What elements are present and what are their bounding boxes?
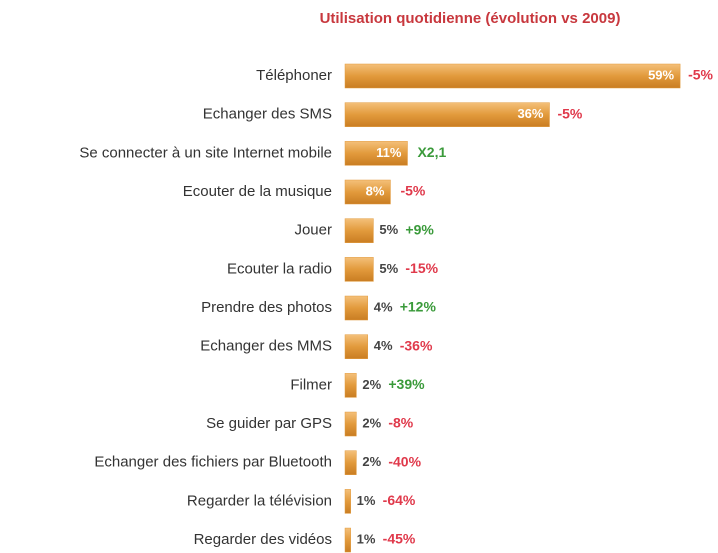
bar (344, 102, 550, 127)
annotation: +9% (405, 221, 434, 237)
annotation: -15% (405, 260, 438, 276)
category-label: Téléphoner (256, 67, 332, 84)
value-label: 2% (362, 377, 381, 392)
value-label: 2% (362, 415, 381, 430)
category-label: Echanger des fichiers par Bluetooth (94, 454, 332, 471)
value-label: 1% (357, 531, 376, 546)
annotation: -8% (388, 415, 413, 431)
value-label: 4% (374, 299, 393, 314)
bar (344, 63, 681, 89)
category-label: Regarder la télévision (187, 492, 332, 509)
bar (344, 218, 374, 243)
annotation: -45% (383, 531, 416, 547)
value-label: 59% (648, 67, 674, 82)
annotation: -5% (400, 183, 425, 199)
category-label: Se connecter à un site Internet mobile (79, 144, 332, 161)
value-label: 5% (379, 261, 398, 276)
bar (344, 450, 357, 475)
bar (344, 257, 374, 282)
category-label: Ecouter la radio (227, 260, 332, 277)
bar (344, 411, 357, 437)
chart-title: Utilisation quotidienne (évolution vs 20… (320, 10, 621, 27)
category-label: Echanger des SMS (203, 106, 332, 123)
value-label: 1% (357, 493, 376, 508)
category-label: Echanger des MMS (200, 338, 332, 355)
bar (344, 373, 357, 398)
annotation: -40% (388, 453, 421, 469)
annotation: +39% (388, 376, 425, 392)
bar (344, 334, 368, 359)
value-label: 2% (362, 454, 381, 469)
category-label: Se guider par GPS (206, 415, 332, 432)
bar (344, 527, 351, 553)
category-label: Prendre des photos (201, 299, 332, 316)
value-label: 8% (366, 183, 385, 198)
category-label: Filmer (290, 376, 332, 393)
annotation: X2,1 (417, 144, 446, 160)
annotation: +12% (400, 299, 437, 315)
category-label: Regarder des vidéos (194, 531, 332, 548)
annotation: -64% (383, 492, 416, 508)
category-label: Ecouter de la musique (183, 183, 332, 200)
annotation: -5% (557, 105, 582, 121)
annotation: -36% (400, 337, 433, 353)
value-label: 11% (376, 145, 402, 160)
bar (344, 141, 408, 166)
bar (344, 179, 391, 205)
value-label: 36% (517, 106, 543, 121)
bar (344, 295, 368, 321)
category-label: Jouer (294, 222, 332, 239)
annotation: -5% (688, 67, 713, 83)
value-label: 4% (374, 338, 393, 353)
value-label: 5% (379, 222, 398, 237)
bar (344, 489, 351, 514)
